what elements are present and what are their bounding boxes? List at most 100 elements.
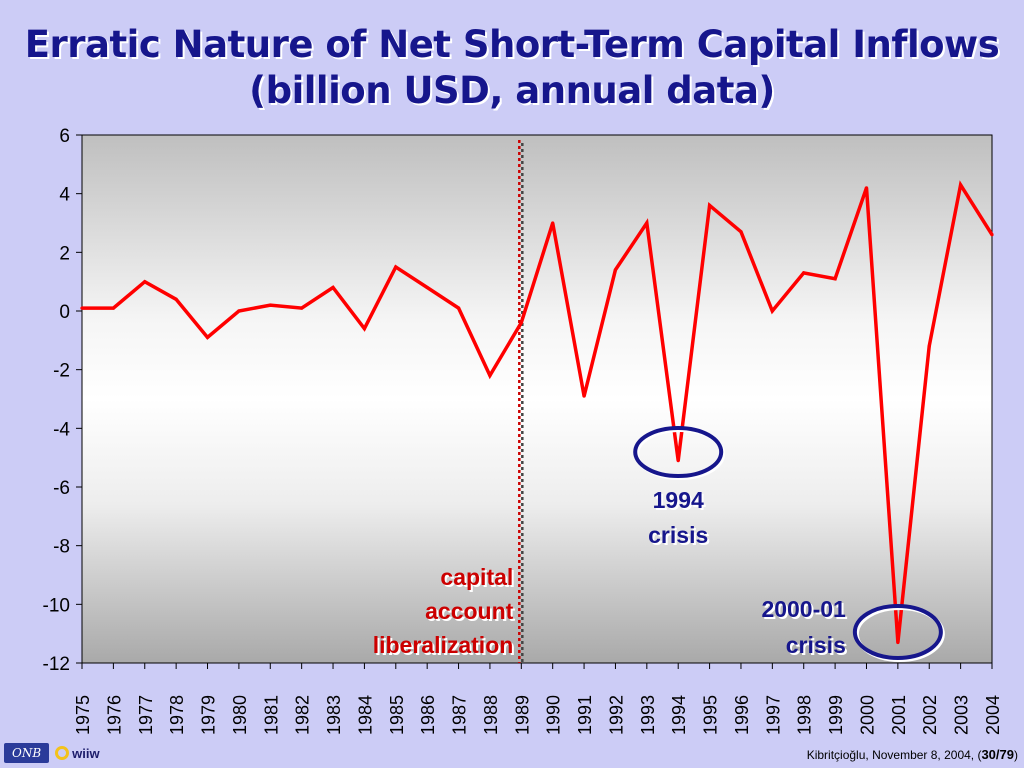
- y-tick-label: 0: [59, 302, 70, 323]
- series-line: [82, 180, 994, 643]
- x-tick-label: 1995: [701, 695, 721, 735]
- data-point: [331, 285, 335, 290]
- data-point: [80, 306, 84, 310]
- x-tick-label: 2004: [983, 695, 1003, 735]
- y-tick-label: 4: [59, 185, 70, 206]
- x-tick-label: 1976: [104, 695, 124, 735]
- data-point: [739, 230, 743, 234]
- title-line-2: (billion USD, annual data): [249, 69, 775, 112]
- crisis-1994-label-line: 1994: [653, 487, 704, 513]
- x-tick-label: 1996: [732, 695, 752, 735]
- crisis-2001-label-line: 2000-01: [761, 596, 846, 622]
- x-tick-label: 2000: [857, 695, 877, 735]
- x-tick-label: 1979: [199, 695, 219, 735]
- x-tick-label: 1990: [544, 695, 564, 735]
- data-point: [707, 203, 712, 207]
- x-tick-label: 1975: [73, 695, 93, 735]
- y-tick-label: -2: [53, 361, 70, 382]
- x-tick-label: 1987: [450, 695, 470, 735]
- data-point: [551, 221, 555, 225]
- x-tick-label: 1988: [481, 695, 501, 735]
- data-point: [896, 640, 900, 645]
- liberalization-label-line-shadow: account: [427, 600, 516, 626]
- x-tick-label: 1977: [136, 695, 156, 735]
- y-tick-label: -8: [53, 537, 70, 558]
- liberalization-label-line: account: [425, 598, 514, 624]
- x-tick-label: 1985: [387, 695, 407, 735]
- wiiw-logo: wiiw: [55, 745, 100, 761]
- data-point: [959, 183, 963, 187]
- y-tick-label: -4: [53, 419, 70, 440]
- data-point: [394, 265, 398, 269]
- data-point: [174, 297, 178, 301]
- crisis-1994-label-line: crisis: [648, 522, 708, 548]
- data-point: [143, 280, 147, 284]
- crisis-2001-label-line: crisis: [786, 632, 846, 658]
- wiiw-logo-text: wiiw: [72, 745, 100, 761]
- liberalization-label-line: capital: [440, 564, 513, 590]
- title-line-1: Erratic Nature of Net Short-Term Capital…: [24, 23, 1000, 66]
- y-tick-label: -12: [43, 654, 70, 675]
- x-tick-label: 1982: [293, 695, 313, 735]
- data-point: [582, 394, 586, 398]
- data-point: [676, 459, 680, 463]
- liberalization-label-line-shadow: capital: [442, 566, 515, 592]
- x-tick-label: 2001: [889, 695, 909, 735]
- crisis-2001-label-line-shadow: 2000-01: [763, 598, 848, 624]
- data-point: [802, 271, 806, 275]
- slide-credit: Kibritçioğlu, November 8, 2004, (30/79): [807, 747, 1018, 762]
- y-tick-label: 6: [59, 126, 70, 147]
- data-point: [425, 285, 429, 290]
- x-tick-label: 1986: [418, 695, 438, 735]
- crisis-2001-circle: [852, 604, 943, 660]
- y-tick-label: 2: [59, 243, 70, 264]
- liberalization-label-line: liberalization: [373, 632, 514, 658]
- credit-text: Kibritçioğlu, November 8, 2004, (: [806, 748, 982, 762]
- x-tick-label: 2002: [920, 695, 940, 735]
- data-point: [990, 233, 994, 237]
- x-tick-label: 1981: [261, 695, 281, 735]
- data-point: [111, 306, 115, 310]
- data-point: [205, 335, 210, 339]
- data-point: [237, 309, 241, 313]
- x-tick-label: 1999: [826, 695, 846, 735]
- data-point: [645, 221, 649, 225]
- x-tick-label: 1980: [230, 695, 250, 735]
- x-tick-label: 1983: [324, 695, 344, 735]
- data-point: [488, 373, 492, 378]
- wiiw-logo-icon: [55, 746, 70, 760]
- y-tick-label: -6: [53, 478, 70, 499]
- data-point: [864, 186, 869, 190]
- x-tick-label: 1998: [795, 695, 815, 735]
- onb-logo: ONB: [4, 743, 50, 763]
- liberalization-label-line-shadow: liberalization: [375, 634, 516, 660]
- crisis-1994-label-line-shadow: crisis: [650, 524, 710, 550]
- data-point: [456, 306, 461, 310]
- data-point: [362, 327, 367, 331]
- y-tick-label: -10: [43, 595, 70, 616]
- x-tick-label: 1991: [575, 695, 595, 735]
- slide-title: Erratic Nature of Net Short-Term Capital…: [0, 22, 1024, 114]
- data-point: [833, 277, 837, 281]
- credit-end: ): [1014, 748, 1018, 762]
- data-point: [300, 306, 304, 310]
- data-point: [770, 309, 774, 313]
- data-point: [519, 321, 523, 325]
- data-point: [613, 268, 618, 272]
- x-tick-label: 2003: [952, 695, 972, 735]
- data-point: [927, 344, 931, 348]
- plot-area: [81, 134, 993, 664]
- x-tick-label: 1992: [606, 695, 626, 735]
- crisis-1994-circle: [633, 426, 724, 478]
- x-tick-label: 1993: [638, 695, 658, 735]
- crisis-1994-label-line-shadow: 1994: [655, 489, 706, 515]
- x-tick-label: 1997: [763, 695, 783, 735]
- page-number: 30/79: [981, 747, 1014, 762]
- x-tick-label: 1994: [669, 695, 689, 735]
- data-point: [268, 303, 272, 307]
- footer-logos: ONB wiiw: [4, 742, 100, 764]
- crisis-2001-label-line-shadow: crisis: [788, 634, 848, 660]
- x-tick-label: 1984: [355, 695, 375, 735]
- x-tick-label: 1978: [167, 695, 187, 735]
